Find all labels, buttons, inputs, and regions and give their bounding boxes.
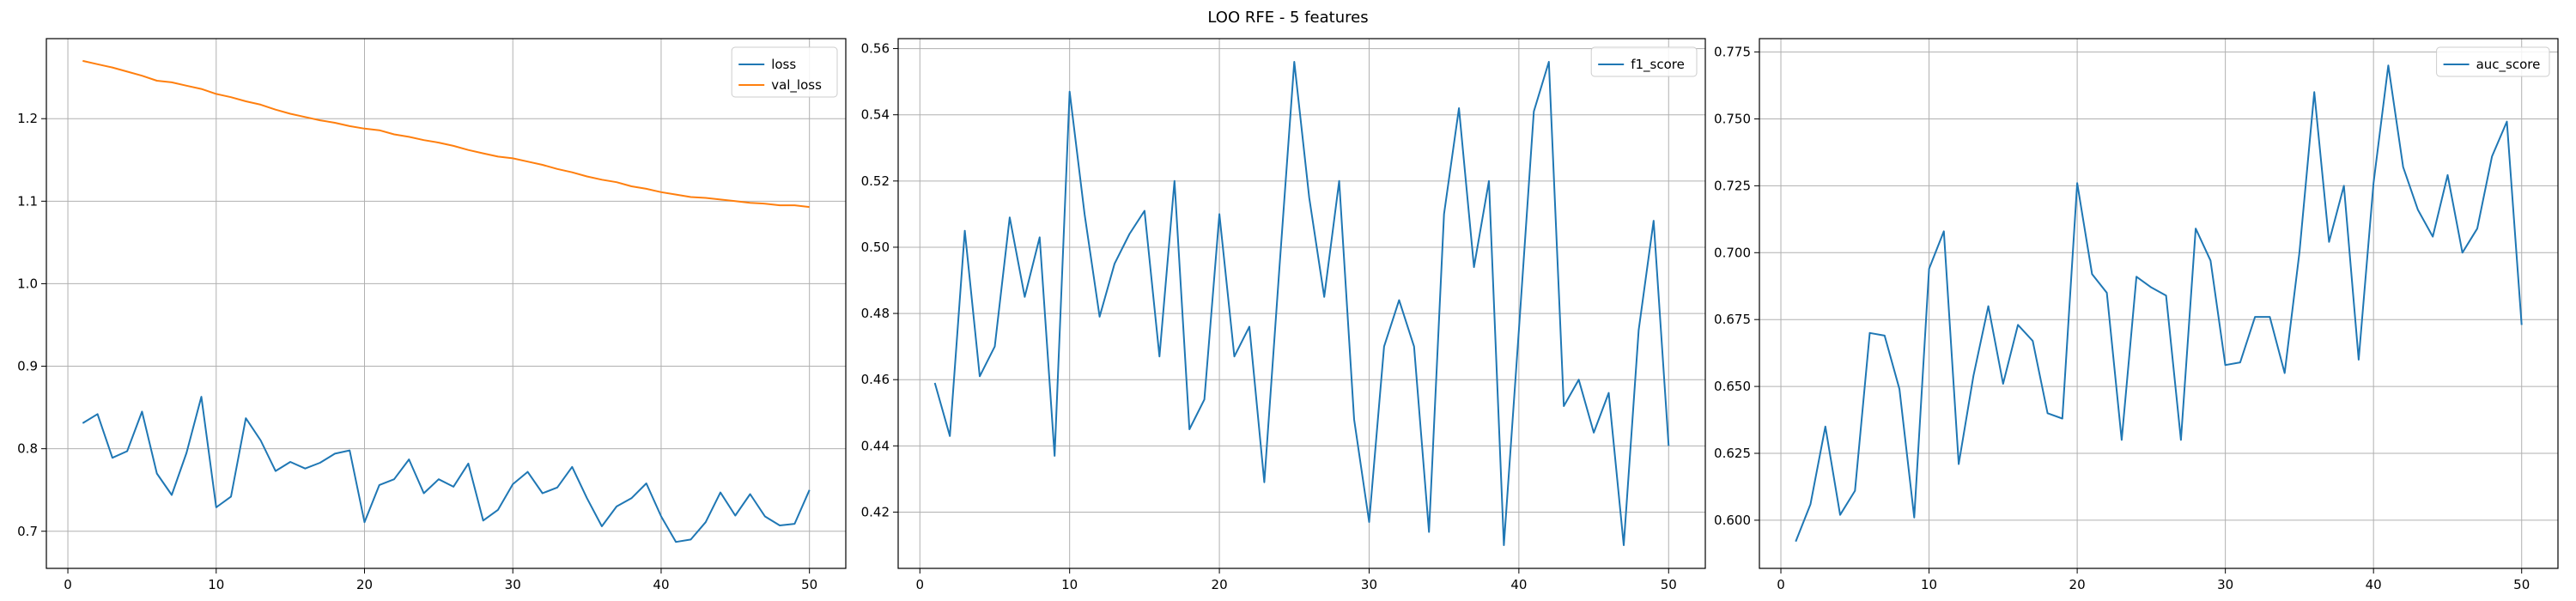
plot-frame bbox=[1759, 38, 2559, 569]
legend-label: f1_score bbox=[1631, 57, 1685, 73]
y-tick-label: 0.650 bbox=[1714, 379, 1751, 394]
x-tick-label: 10 bbox=[1921, 577, 1937, 592]
x-tick-label: 50 bbox=[801, 577, 817, 592]
series-line-f1-score bbox=[933, 61, 1670, 546]
x-tick-label: 40 bbox=[2366, 577, 2382, 592]
y-tick-label: 0.48 bbox=[861, 306, 890, 321]
x-tick-label: 30 bbox=[1361, 577, 1377, 592]
x-tick-label: 30 bbox=[505, 577, 521, 592]
figure-title: LOO RFE - 5 features bbox=[1207, 9, 1369, 27]
plot-frame bbox=[897, 38, 1706, 569]
grid-lines bbox=[46, 39, 846, 568]
x-tick-label: 20 bbox=[2069, 577, 2086, 592]
axis-ticks: 0 10 20 30 40 50 0.600 0.625 0.650 0.675 0.700 0.72… bbox=[1714, 45, 2530, 592]
series-line-val-loss bbox=[82, 59, 810, 209]
x-tick-label: 40 bbox=[1510, 577, 1527, 592]
y-tick-label: 0.725 bbox=[1714, 178, 1751, 193]
x-tick-label: 0 bbox=[64, 577, 72, 592]
y-tick-label: 1.0 bbox=[17, 276, 38, 291]
grid-lines bbox=[898, 39, 1705, 568]
x-tick-label: 40 bbox=[653, 577, 669, 592]
y-tick-label: 1.1 bbox=[17, 193, 38, 209]
legend-label: auc_score bbox=[2476, 57, 2541, 73]
legend-box bbox=[2436, 46, 2550, 77]
y-tick-label: 0.44 bbox=[861, 438, 890, 453]
y-tick-label: 0.775 bbox=[1714, 45, 1751, 60]
x-tick-label: 10 bbox=[1061, 577, 1078, 592]
legend-label: loss bbox=[771, 57, 796, 72]
legend: f1_score bbox=[1590, 46, 1698, 77]
y-tick-label: 0.750 bbox=[1714, 111, 1751, 126]
y-tick-label: 0.625 bbox=[1714, 446, 1751, 461]
series-line-loss bbox=[82, 396, 811, 543]
x-tick-label: 20 bbox=[356, 577, 373, 592]
plot-frame bbox=[46, 38, 847, 569]
legend-box bbox=[1590, 46, 1698, 77]
y-tick-label: 0.54 bbox=[861, 107, 890, 123]
y-tick-label: 0.7 bbox=[17, 524, 38, 539]
x-tick-label: 0 bbox=[1777, 577, 1785, 592]
legend: auc_score bbox=[2436, 46, 2550, 77]
y-tick-label: 0.56 bbox=[861, 41, 890, 57]
y-tick-label: 0.46 bbox=[861, 372, 890, 387]
axis-ticks: 0 10 20 30 40 50 0.42 0.44 0.46 0.48 0.50 0.52 0.54 0… bbox=[861, 41, 1677, 592]
x-tick-label: 50 bbox=[2513, 577, 2530, 592]
y-tick-label: 0.50 bbox=[861, 240, 890, 255]
y-tick-label: 0.675 bbox=[1714, 312, 1751, 327]
y-tick-label: 1.2 bbox=[17, 111, 38, 126]
y-tick-label: 0.42 bbox=[861, 504, 890, 519]
y-tick-label: 0.8 bbox=[17, 441, 38, 457]
y-tick-label: 0.600 bbox=[1714, 513, 1751, 528]
y-tick-label: 0.9 bbox=[17, 359, 38, 374]
x-tick-label: 20 bbox=[1212, 577, 1228, 592]
x-tick-label: 50 bbox=[1661, 577, 1677, 592]
x-tick-label: 0 bbox=[916, 577, 925, 592]
x-tick-label: 10 bbox=[208, 577, 224, 592]
y-tick-label: 0.700 bbox=[1714, 245, 1751, 260]
series-line-auc-score bbox=[1795, 64, 2523, 543]
x-tick-label: 30 bbox=[2217, 577, 2233, 592]
legend: loss val_loss bbox=[731, 46, 838, 98]
axis-ticks: 0 10 20 30 40 50 0.7 0.8 0.9 1.0 1.1 1.2 bbox=[17, 111, 817, 592]
y-tick-label: 0.52 bbox=[861, 173, 890, 189]
legend-label: val_loss bbox=[771, 77, 822, 94]
grid-lines bbox=[1759, 39, 2558, 568]
